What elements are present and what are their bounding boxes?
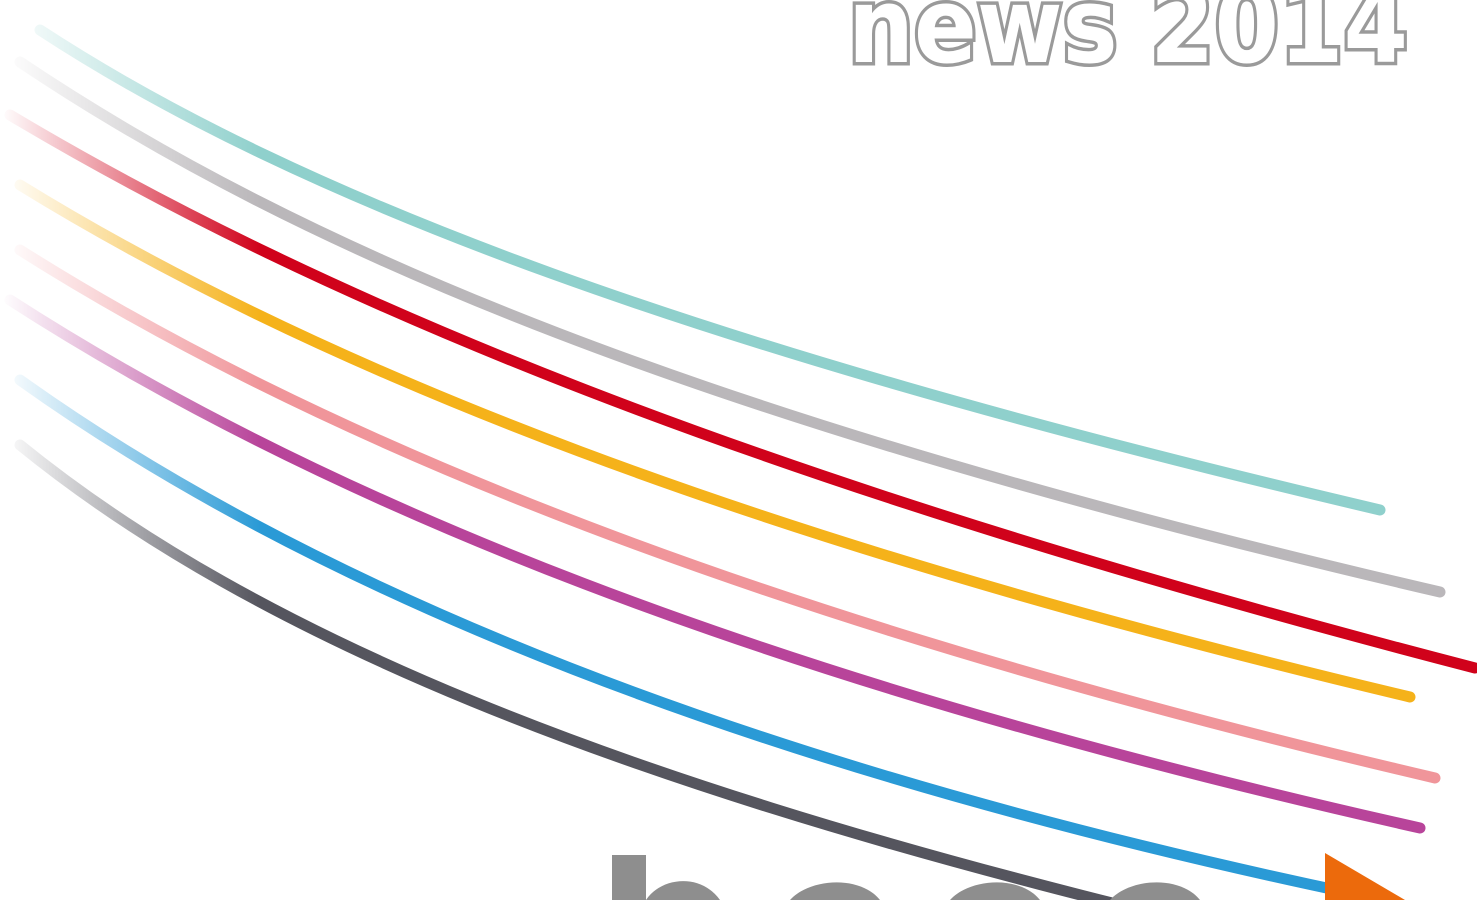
- letter-shape: [1110, 882, 1200, 900]
- logo-arrow: [1325, 853, 1405, 900]
- swoosh-pink: [14, 244, 1441, 784]
- swoosh-dark: [14, 439, 1123, 900]
- swooshes: [4, 24, 1477, 900]
- swoosh-teal: [34, 24, 1386, 516]
- swoosh-yellow: [14, 179, 1416, 703]
- logo-letters: [612, 855, 1200, 900]
- letter-stem: [612, 855, 646, 900]
- swoosh-magenta: [4, 294, 1426, 834]
- swoosh-blue: [14, 374, 1356, 899]
- title: news 2014: [848, 0, 1408, 87]
- letter-shape: [950, 882, 1040, 900]
- swoosh-red: [4, 109, 1477, 674]
- letter-shape: [646, 881, 720, 900]
- swoosh-gray: [14, 56, 1446, 598]
- letter-shape: [790, 882, 880, 900]
